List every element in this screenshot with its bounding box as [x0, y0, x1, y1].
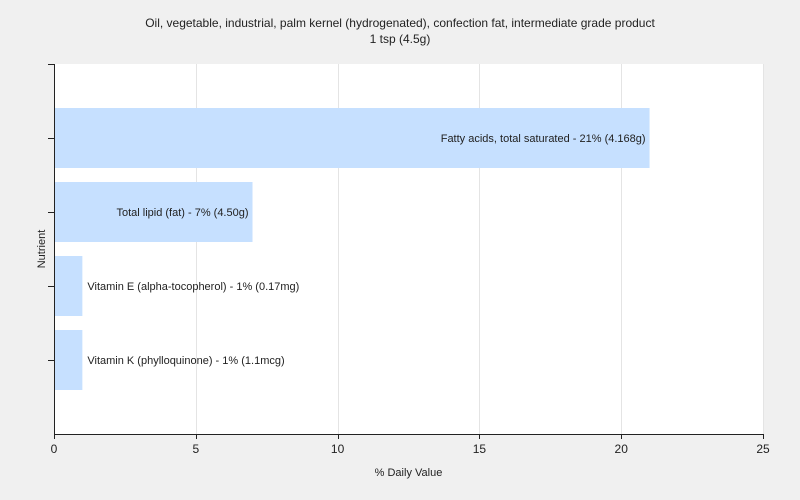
y-axis-title: Nutrient	[36, 230, 48, 269]
chart-subtitle: 1 tsp (4.5g)	[369, 32, 431, 46]
chart-title: Oil, vegetable, industrial, palm kernel …	[145, 16, 655, 30]
bars: Fatty acids, total saturated - 21% (4.16…	[55, 108, 650, 390]
x-tick-label: 10	[331, 442, 345, 456]
bar-label: Total lipid (fat) - 7% (4.50g)	[116, 207, 248, 219]
bar	[55, 108, 650, 168]
bar-label: Vitamin K (phylloquinone) - 1% (1.1mcg)	[87, 355, 284, 367]
x-tick-label: 20	[615, 442, 629, 456]
x-tick-label: 25	[756, 442, 770, 456]
axes: 0 5 10 15 20 25	[48, 64, 770, 456]
x-axis-title: % Daily Value	[375, 467, 443, 479]
bar	[55, 330, 83, 390]
x-tick-label: 0	[51, 442, 58, 456]
bar-label: Fatty acids, total saturated - 21% (4.16…	[441, 133, 646, 145]
x-tick-label: 5	[192, 442, 199, 456]
bar	[55, 182, 253, 242]
bar	[55, 256, 83, 316]
bar-label: Vitamin E (alpha-tocopherol) - 1% (0.17m…	[87, 281, 299, 293]
x-tick-label: 15	[473, 442, 487, 456]
